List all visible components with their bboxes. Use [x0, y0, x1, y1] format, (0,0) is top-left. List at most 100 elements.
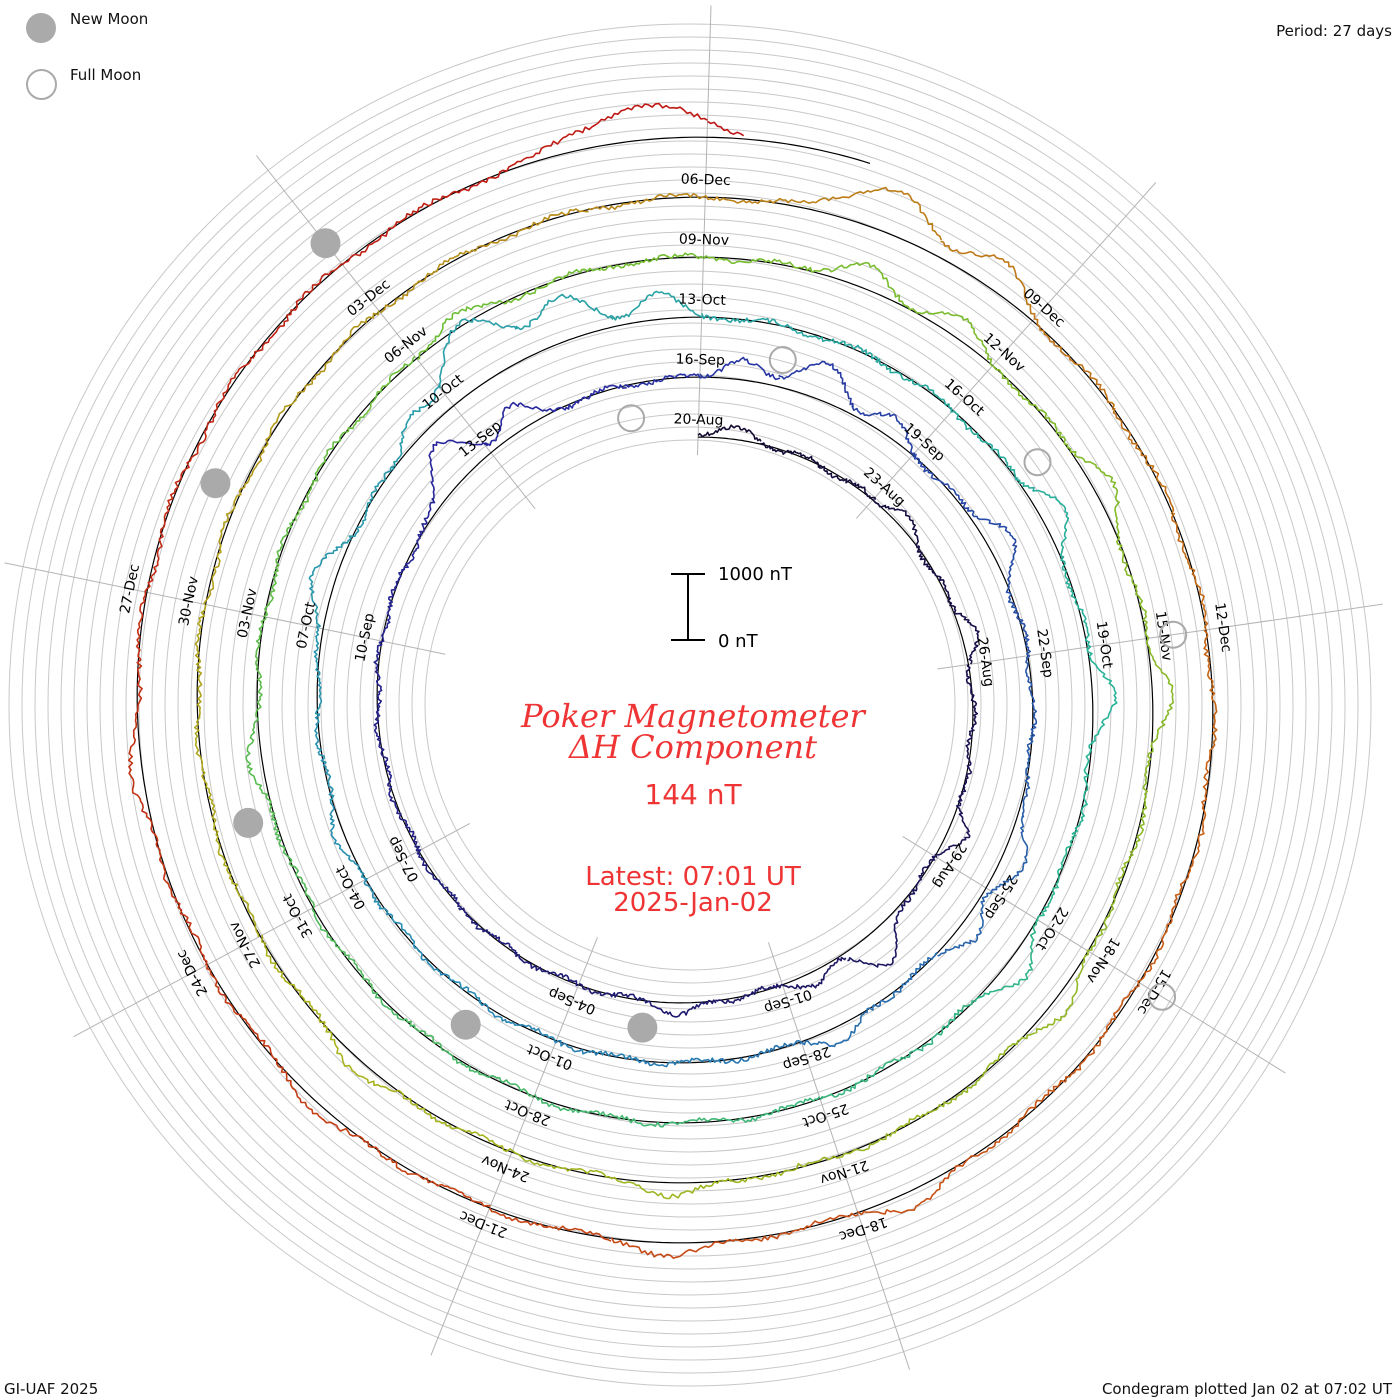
current-value: 144 nT	[644, 778, 742, 811]
legend-label-full-moon: Full Moon	[70, 66, 142, 84]
series-line-segment	[144, 468, 187, 593]
full-moon-marker	[617, 404, 646, 433]
tick-label: 15-Nov	[1152, 610, 1175, 662]
series-line-segment	[308, 541, 349, 629]
series-line-segment	[1035, 831, 1077, 923]
data-series	[127, 102, 1218, 1259]
series-line-segment	[782, 956, 847, 990]
series-line-segment	[446, 1050, 535, 1099]
series-line-segment	[254, 616, 267, 718]
series-line-segment	[271, 815, 315, 908]
series-line-segment	[707, 120, 745, 137]
full-moon-icon	[26, 69, 57, 100]
tick-label: 18-Dec	[837, 1213, 889, 1244]
series-line-segment	[1034, 318, 1115, 411]
series-line-segment	[610, 1237, 737, 1259]
tick-label: 16-Sep	[675, 351, 725, 368]
series-line-segment	[376, 1149, 491, 1207]
series-line-segment	[215, 830, 260, 938]
grid-ring	[216, 231, 1164, 1179]
tick-label: 03-Nov	[235, 587, 261, 639]
series-line-segment	[1005, 578, 1031, 659]
series-line-segment	[387, 783, 421, 853]
series-line-segment	[699, 356, 781, 381]
grid-ring	[398, 413, 982, 997]
series-line-segment	[373, 711, 392, 786]
series-line-segment	[872, 951, 938, 1008]
tick-label: 22-Sep	[1033, 628, 1056, 679]
series-line-segment	[1203, 629, 1218, 752]
tick-label: 03-Dec	[344, 276, 393, 320]
series-line-segment	[978, 919, 1039, 999]
grid-spoke	[902, 836, 1286, 1074]
series-line-segment	[718, 1040, 802, 1064]
series-line-segment	[725, 1096, 821, 1123]
grid-ring	[411, 426, 969, 984]
series-line-segment	[818, 465, 876, 500]
tick-label: 07-Oct	[294, 600, 319, 650]
series-line-segment	[194, 718, 218, 832]
tick-label: 09-Nov	[679, 231, 730, 248]
tick-label: 01-Sep	[762, 986, 814, 1017]
tick-label: 27-Dec	[117, 563, 143, 615]
grid-ring	[281, 296, 1099, 1114]
series-line-segment	[704, 194, 827, 205]
series-line-segment	[967, 509, 1018, 582]
grid-spoke	[255, 155, 536, 510]
series-line-segment	[1146, 637, 1175, 746]
tick-label: 12-Dec	[1211, 602, 1234, 654]
grid-ring	[255, 270, 1125, 1140]
series-line-segment	[439, 317, 518, 389]
series-line-segment	[511, 1149, 621, 1183]
series-line-segment	[578, 983, 647, 1004]
series-line-segment	[553, 1039, 639, 1062]
series-line-segment	[296, 310, 380, 395]
tick-label: 13-Oct	[678, 291, 726, 308]
series-line-segment	[534, 1094, 630, 1121]
series-line-segment	[458, 907, 517, 955]
scale-bar: 1000 nT 0 nT	[671, 564, 793, 652]
series-line-segment	[245, 717, 276, 818]
scale-bar-top-label: 1000 nT	[718, 564, 793, 585]
series-line-segment	[806, 261, 907, 307]
grid-ring	[372, 387, 1008, 1023]
grid-spoke	[696, 5, 712, 456]
series-line-segment	[1086, 646, 1118, 744]
moon-markers	[200, 228, 1188, 1043]
series-line-segment	[373, 639, 385, 715]
series-line-segment	[263, 519, 294, 618]
grid-ring	[177, 192, 1203, 1218]
series-line-segment	[790, 328, 879, 363]
series-line-segment	[1137, 870, 1191, 983]
series-line-segment	[488, 1207, 612, 1242]
series-line-segment	[715, 983, 783, 1004]
tick-label: 21-Nov	[818, 1156, 871, 1187]
series-line-segment	[599, 252, 704, 271]
series-line-segment	[1112, 407, 1175, 515]
series-line-segment	[280, 1066, 379, 1151]
series-line-segment	[839, 1107, 939, 1158]
scale-bar-bottom-label: 0 nT	[718, 631, 759, 652]
new-moon-marker	[627, 1012, 658, 1043]
series-line-segment	[905, 305, 993, 367]
series-line-segment	[897, 855, 936, 914]
series-line-segment	[825, 186, 943, 241]
tick-label: 06-Dec	[680, 171, 730, 188]
series-line-segment	[483, 401, 556, 447]
chart-title-block: Poker Magnetometer ΔH Component 144 nT L…	[520, 697, 866, 918]
series-line-segment	[1087, 850, 1134, 952]
full-moon-marker	[1159, 620, 1188, 649]
period-label: Period: 27 days	[1276, 22, 1392, 40]
series-line-segment	[730, 1155, 840, 1184]
series-line-segment	[184, 356, 252, 470]
series-line-segment	[951, 410, 1019, 480]
tick-label: 10-Oct	[420, 371, 468, 413]
grid-spoke	[855, 182, 1157, 519]
series-line-segment	[619, 1178, 732, 1200]
grid-ring	[125, 140, 1255, 1270]
series-line-segment	[937, 891, 993, 957]
series-line-segment	[697, 424, 762, 442]
series-line-segment	[906, 995, 981, 1058]
series-line-segment	[1189, 750, 1211, 872]
